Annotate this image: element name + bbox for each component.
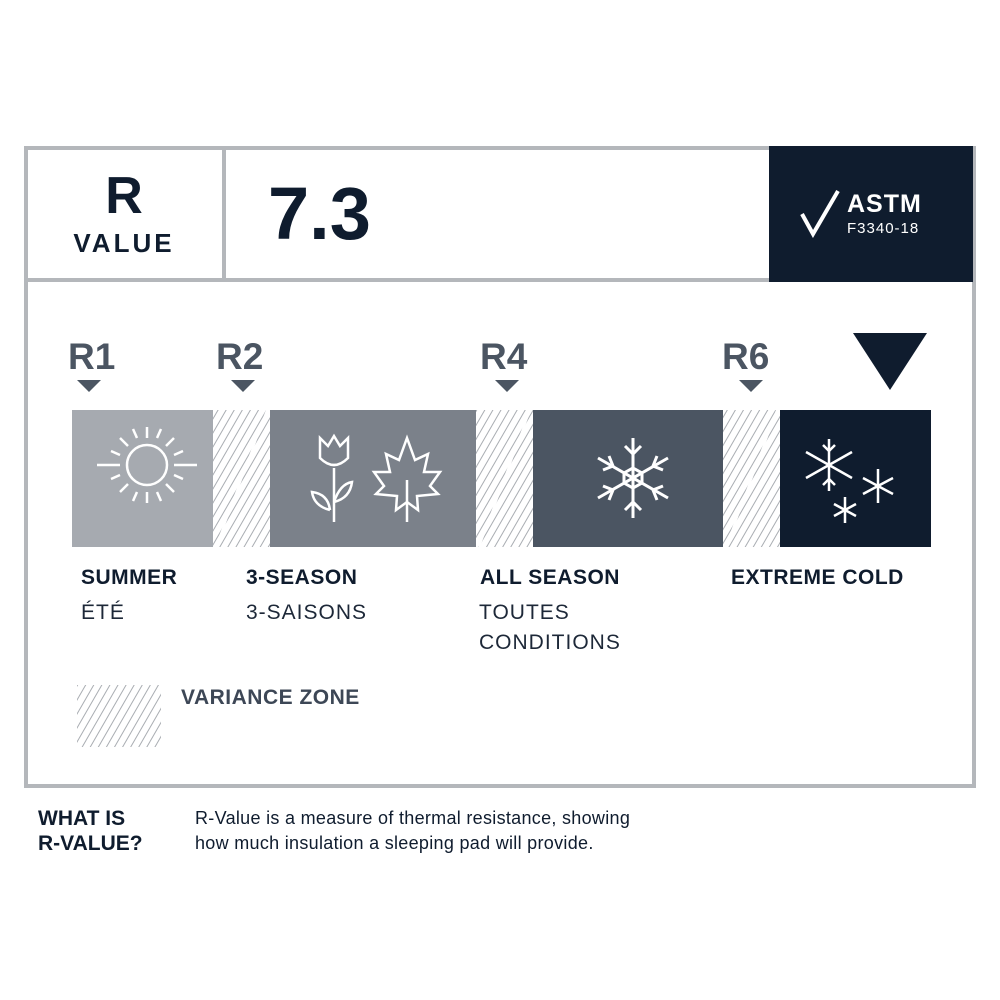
segment-label-3-season: 3-SEASON — [246, 566, 358, 589]
segment-extreme-cold — [780, 410, 931, 547]
marker-arrow-icon — [231, 380, 255, 392]
segment-label-all-season: ALL SEASON — [480, 566, 620, 589]
segment-label-summer: SUMMER — [81, 566, 178, 589]
r-value-rating: 7.3 — [268, 172, 371, 255]
segment-all-season — [533, 410, 723, 547]
marker-arrow-icon — [495, 380, 519, 392]
r-value-scale-bar — [72, 410, 931, 547]
description-line-2: how much insulation a sleeping pad will … — [195, 833, 594, 853]
astm-certification-badge: ASTM F3340-18 — [769, 146, 973, 282]
segment-label-all-season-fr-line2: CONDITIONS — [479, 631, 621, 654]
description-line-1: R-Value is a measure of thermal resistan… — [195, 808, 631, 828]
marker-r2: R2 — [216, 336, 264, 377]
variance-zone-label: VARIANCE ZONE — [181, 686, 360, 709]
segment-label-3-season-fr: 3-SAISONS — [246, 601, 368, 624]
header-divider — [24, 278, 976, 282]
astm-code: F3340-18 — [847, 220, 920, 237]
marker-arrow-icon — [739, 380, 763, 392]
r-value-card — [24, 146, 976, 788]
segment-label-all-season-fr: TOUTES — [479, 601, 570, 624]
r-value-description: R-Value is a measure of thermal resistan… — [195, 806, 630, 856]
check-icon — [800, 189, 840, 238]
value-label: VALUE — [73, 228, 175, 258]
heading-line-1: WHAT IS — [38, 807, 126, 830]
marker-arrow-icon — [77, 380, 101, 392]
variance-zone-swatch — [77, 685, 161, 747]
marker-r4: R4 — [480, 336, 528, 377]
heading-line-2: R-VALUE? — [38, 832, 143, 855]
segment-label-summer-fr: ÉTÉ — [81, 601, 125, 624]
r-letter: R — [105, 167, 143, 225]
segment-label-extreme-cold: EXTREME COLD — [731, 566, 904, 589]
header-column-divider — [222, 146, 226, 280]
what-is-r-value-heading: WHAT IS R-VALUE? — [38, 806, 143, 856]
flower-maple-leaf-icon — [310, 433, 443, 522]
segment-summer — [72, 410, 214, 547]
triangle-down-icon — [853, 333, 927, 390]
snowflakes-icon — [805, 439, 894, 523]
marker-r1: R1 — [68, 336, 116, 377]
segment-3-season — [270, 410, 476, 547]
astm-title: ASTM — [847, 190, 922, 218]
sun-icon — [97, 427, 197, 503]
snowflake-icon — [597, 438, 669, 518]
marker-r6: R6 — [722, 336, 770, 377]
